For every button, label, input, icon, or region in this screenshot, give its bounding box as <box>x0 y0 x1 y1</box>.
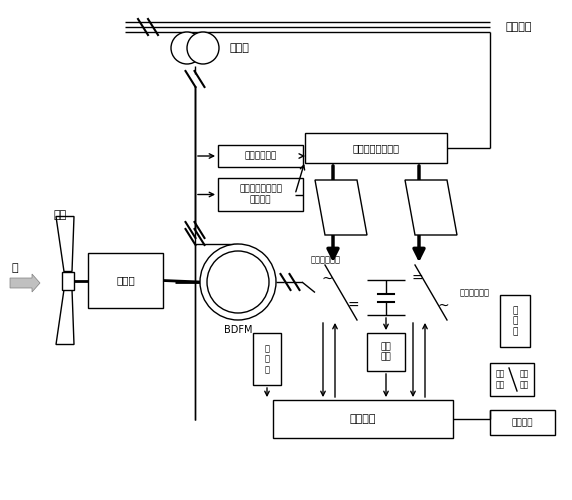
Bar <box>490 410 555 435</box>
Text: ~: ~ <box>437 299 449 313</box>
Text: 电压
检测: 电压 检测 <box>380 342 391 361</box>
Polygon shape <box>405 180 457 235</box>
Bar <box>490 363 534 396</box>
Bar <box>253 333 281 385</box>
Text: =: = <box>347 299 359 313</box>
Bar <box>273 400 453 438</box>
Bar <box>305 133 447 163</box>
Text: 电机侧变流器: 电机侧变流器 <box>311 256 341 264</box>
Text: 增速算: 增速算 <box>116 276 135 285</box>
Polygon shape <box>315 180 367 235</box>
Text: 控制系统: 控制系统 <box>349 414 376 424</box>
Text: ~: ~ <box>321 272 333 286</box>
Text: 超导
线圈: 超导 线圈 <box>495 370 505 389</box>
Circle shape <box>171 32 203 64</box>
Bar <box>367 333 405 371</box>
Text: 电机转速输入: 电机转速输入 <box>244 152 277 160</box>
Text: 电机绕组电压电流
参数输入: 电机绕组电压电流 参数输入 <box>239 185 282 204</box>
Text: 变压器: 变压器 <box>229 43 249 53</box>
Text: 滤
波
器: 滤 波 器 <box>513 306 518 336</box>
Text: 电网侧变流器: 电网侧变流器 <box>460 288 490 297</box>
Text: 保护系统: 保护系统 <box>512 418 533 427</box>
Circle shape <box>187 32 219 64</box>
Text: 变速恒频运行系统: 变速恒频运行系统 <box>352 143 399 153</box>
Text: 电网系统: 电网系统 <box>505 22 531 32</box>
Bar <box>218 178 303 211</box>
Text: =: = <box>411 272 423 286</box>
Text: BDFM: BDFM <box>224 325 252 335</box>
Text: 风: 风 <box>12 263 19 273</box>
Bar <box>218 145 303 167</box>
Bar <box>88 253 163 308</box>
FancyArrow shape <box>10 274 40 292</box>
Circle shape <box>200 244 276 320</box>
Bar <box>62 272 74 289</box>
Text: 制冷
系统: 制冷 系统 <box>519 370 529 389</box>
Text: 叶片: 叶片 <box>53 210 66 220</box>
Circle shape <box>207 251 269 313</box>
Text: 速
度
器: 速 度 器 <box>264 344 269 374</box>
Bar <box>500 295 530 347</box>
